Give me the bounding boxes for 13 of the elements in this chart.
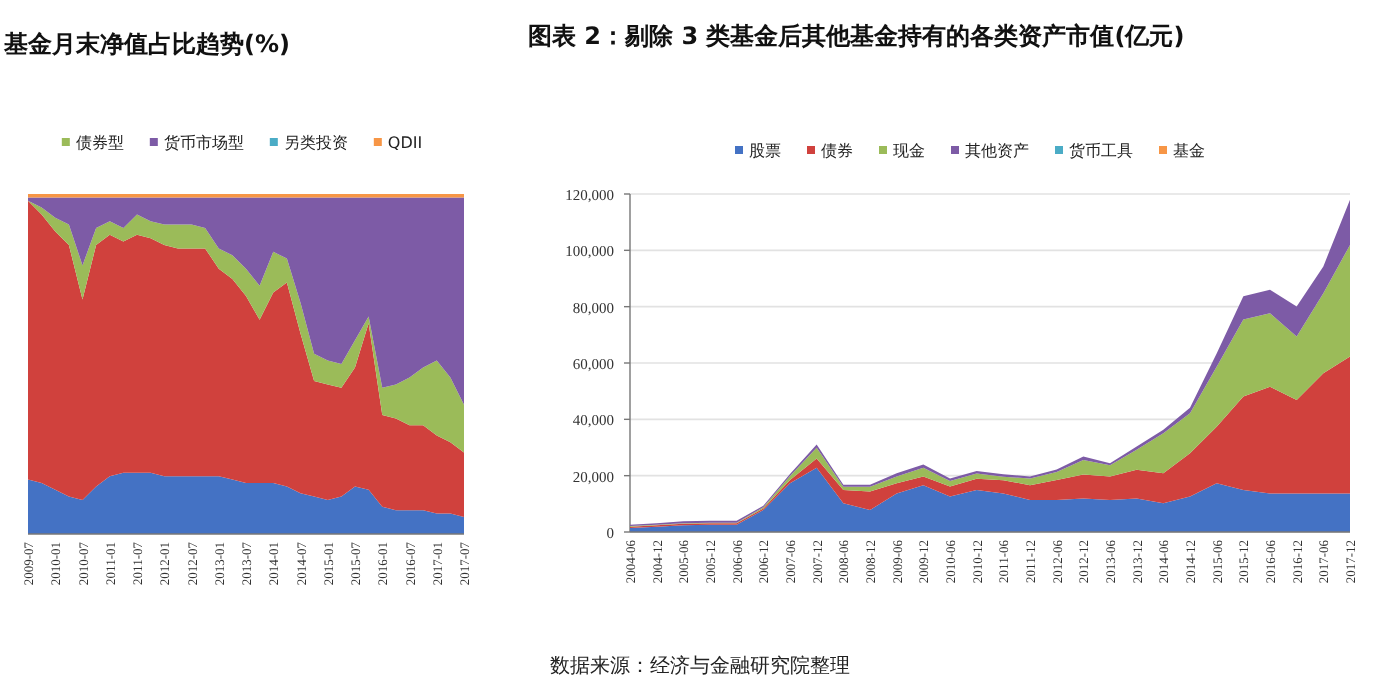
legend-label: 现金 [893, 142, 925, 160]
chart-title: 图表 2：剔除 3 类基金后其他基金持有的各类资产市值(亿元) [528, 22, 1185, 50]
legend-label: 股票 [749, 142, 781, 160]
legend-label: 债券型 [75, 134, 124, 152]
legend-label: 货币工具 [1069, 142, 1133, 160]
legend-label: 其他资产 [965, 142, 1029, 160]
legend-label: 基金 [1173, 142, 1205, 160]
source-note: 数据来源：经济与金融研究院整理 [550, 654, 850, 678]
legend-label: 债券 [821, 142, 853, 160]
legend-label: QDII [387, 134, 423, 152]
legend-label: 另类投资 [283, 134, 348, 152]
legend-label: 货币市场型 [163, 134, 244, 152]
chart-title: 基金月末净值占比趋势(%) [2, 30, 290, 58]
